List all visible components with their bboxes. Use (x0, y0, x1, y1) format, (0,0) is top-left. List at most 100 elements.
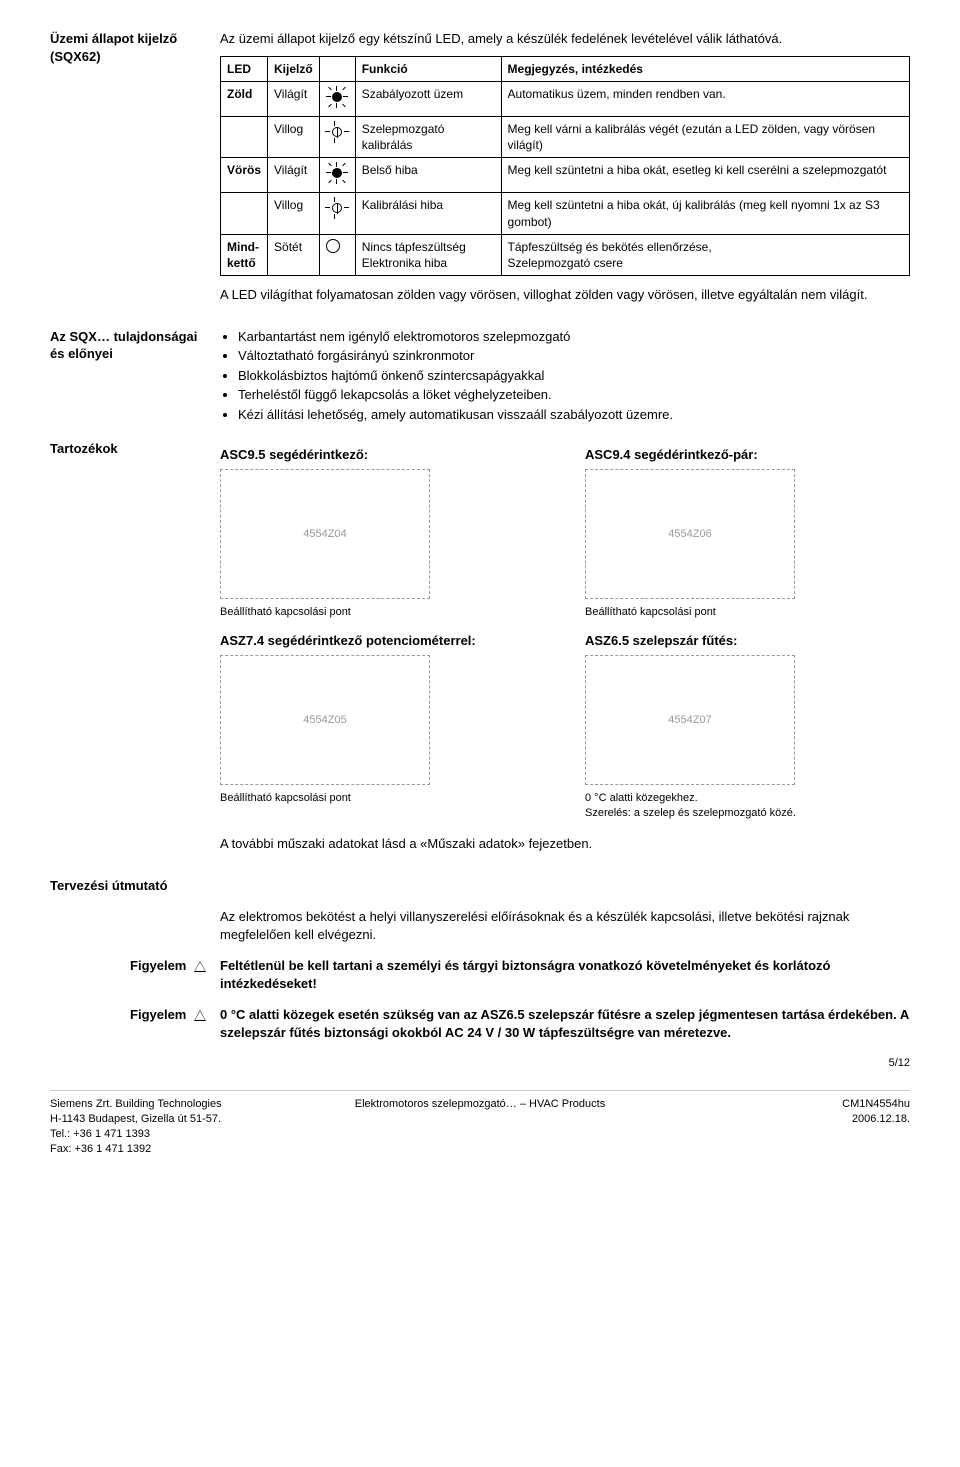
table-header-row: LED Kijelző Funkció Megjegyzés, intézked… (221, 56, 910, 81)
section-design-guide: Tervezési útmutató (50, 877, 910, 895)
cell-kijelzo: Világít (268, 158, 320, 193)
footer-right: CM1N4554hu 2006.12.18. (623, 1097, 910, 1156)
warn1-label-cell: Figyelem (50, 957, 220, 992)
acc-col-2: ASZ7.4 segédérintkező potenciométerrel: … (220, 632, 545, 821)
cell-led (221, 116, 268, 157)
led-off-icon (326, 239, 340, 253)
warn1-text: Feltétlenül be kell tartani a személyi é… (220, 957, 910, 992)
cell-funkcio: Kalibrálási hiba (355, 193, 501, 234)
section1-title1: Üzemi állapot kijelző (50, 31, 177, 46)
cell-led: Vörös (221, 158, 268, 193)
section4-label: Tervezési útmutató (50, 877, 220, 895)
acc-imglabel-1: 4554Z06 (668, 527, 711, 542)
cell-led: Zöld (221, 81, 268, 116)
acc-imglabel-3: 4554Z07 (668, 713, 711, 728)
section4-intro-row: Az elektromos bekötést a helyi villanysz… (50, 908, 910, 943)
warn1-label: Figyelem (130, 958, 186, 973)
section1-label: Üzemi állapot kijelző (SQX62) (50, 30, 220, 304)
cell-megjegyzes: Meg kell várni a kalibrálás végét (ezutá… (501, 116, 909, 157)
cell-megjegyzes: Tápfeszültség és bekötés ellenőrzése, Sz… (501, 234, 909, 275)
acc-imglabel-0: 4554Z04 (303, 527, 346, 542)
acc-caption-3: 0 °C alatti közegekhez. Szerelés: a szel… (585, 791, 910, 821)
cell-megjegyzes: Meg kell szüntetni a hiba okát, esetleg … (501, 158, 909, 193)
footer-left2: H-1143 Budapest, Gizella út 51-57. (50, 1112, 337, 1127)
footer-left3: Tel.: +36 1 471 1393 (50, 1127, 337, 1142)
cell-icon (319, 234, 355, 275)
section4-intro: Az elektromos bekötést a helyi villanysz… (220, 908, 910, 943)
acc-col-0: ASC9.5 segédérintkező: 4554Z04 Beállítha… (220, 446, 545, 620)
warning-row-1: Figyelem Feltétlenül be kell tartani a s… (50, 957, 910, 992)
warn2-label-cell: Figyelem (50, 1006, 220, 1041)
acc-image-3: 4554Z07 (585, 655, 795, 785)
page-number: 5/12 (50, 1056, 910, 1071)
cell-icon (319, 116, 355, 157)
footer-mid: Elektromotoros szelepmozgató… – HVAC Pro… (337, 1097, 624, 1156)
cell-funkcio: Belső hiba (355, 158, 501, 193)
cell-kijelzo: Villog (268, 116, 320, 157)
cell-kijelzo: Világít (268, 81, 320, 116)
cell-kijelzo: Villog (268, 193, 320, 234)
warn2-text: 0 °C alatti közegek esetén szükség van a… (220, 1006, 910, 1041)
list-item: Karbantartást nem igénylő elektromotoros… (238, 328, 910, 346)
section3-label: Tartozékok (50, 440, 220, 853)
acc-col-3: ASZ6.5 szelepszár fűtés: 4554Z07 0 °C al… (585, 632, 910, 821)
page-footer: Siemens Zrt. Building Technologies H-114… (50, 1090, 910, 1156)
led-solid-icon (326, 86, 348, 108)
acc-imglabel-2: 4554Z05 (303, 713, 346, 728)
cell-icon (319, 193, 355, 234)
footer-right1: CM1N4554hu (623, 1097, 910, 1112)
th-icon (319, 56, 355, 81)
properties-list: Karbantartást nem igénylő elektromotoros… (220, 328, 910, 424)
th-funkcio: Funkció (355, 56, 501, 81)
footer-left4: Fax: +36 1 471 1392 (50, 1142, 337, 1157)
led-flash-icon (326, 121, 348, 143)
cell-megjegyzes: Meg kell szüntetni a hiba okát, új kalib… (501, 193, 909, 234)
cell-funkcio: Szabályozott üzem (355, 81, 501, 116)
acc-image-2: 4554Z05 (220, 655, 430, 785)
cell-megjegyzes: Automatikus üzem, minden rendben van. (501, 81, 909, 116)
table-row: Villog Szelepmozgató kalibrálásMeg kell v… (221, 116, 910, 157)
footer-right2: 2006.12.18. (623, 1112, 910, 1127)
cell-led (221, 193, 268, 234)
acc-caption-1: Beállítható kapcsolási pont (585, 605, 910, 620)
cell-icon (319, 158, 355, 193)
footer-left: Siemens Zrt. Building Technologies H-114… (50, 1097, 337, 1156)
acc-col-1: ASC9.4 segédérintkező-pár: 4554Z06 Beáll… (585, 446, 910, 620)
warning-icon (194, 961, 206, 972)
section1-after: A LED világíthat folyamatosan zölden vag… (220, 286, 910, 304)
acc-caption-0: Beállítható kapcsolási pont (220, 605, 545, 620)
table-row: Mind-kettőSötétNincs tápfeszültség Elekt… (221, 234, 910, 275)
cell-led: Mind-kettő (221, 234, 268, 275)
section3-body: ASC9.5 segédérintkező: 4554Z04 Beállítha… (220, 440, 910, 853)
list-item: Terheléstől függő lekapcsolás a löket vé… (238, 386, 910, 404)
section2-label: Az SQX… tulajdonságai és előnyei (50, 328, 220, 426)
section-status-indicator: Üzemi állapot kijelző (SQX62) Az üzemi á… (50, 30, 910, 304)
section4-spacer (220, 877, 910, 895)
list-item: Kézi állítási lehetőség, amely automatik… (238, 406, 910, 424)
acc-title-2: ASZ7.4 segédérintkező potenciométerrel: (220, 632, 545, 650)
section1-title2: (SQX62) (50, 49, 101, 64)
led-table: LED Kijelző Funkció Megjegyzés, intézked… (220, 56, 910, 277)
acc-image-0: 4554Z04 (220, 469, 430, 599)
section1-intro: Az üzemi állapot kijelző egy kétszínű LE… (220, 30, 910, 48)
led-flash-icon (326, 197, 348, 219)
acc-caption-2: Beállítható kapcsolási pont (220, 791, 545, 806)
acc-title-1: ASC9.4 segédérintkező-pár: (585, 446, 910, 464)
table-row: ZöldVilágít Szabályozott üzemAutomatikus … (221, 81, 910, 116)
table-row: VörösVilágít Belső hibaMeg kell szüntetni… (221, 158, 910, 193)
footer-left1: Siemens Zrt. Building Technologies (50, 1097, 337, 1112)
cell-funkcio: Szelepmozgató kalibrálás (355, 116, 501, 157)
section3-after: A további műszaki adatokat lásd a «Műsza… (220, 835, 910, 853)
acc-image-1: 4554Z06 (585, 469, 795, 599)
acc-title-0: ASC9.5 segédérintkező: (220, 446, 545, 464)
warning-icon (194, 1010, 206, 1021)
list-item: Változtatható forgásirányú szinkronmotor (238, 347, 910, 365)
list-item: Blokkolásbiztos hajtómű önkenő szintercs… (238, 367, 910, 385)
th-led: LED (221, 56, 268, 81)
cell-icon (319, 81, 355, 116)
warn2-label: Figyelem (130, 1007, 186, 1022)
section-accessories: Tartozékok ASC9.5 segédérintkező: 4554Z0… (50, 440, 910, 853)
cell-kijelzo: Sötét (268, 234, 320, 275)
section-properties: Az SQX… tulajdonságai és előnyei Karbant… (50, 328, 910, 426)
warning-row-2: Figyelem 0 °C alatti közegek esetén szük… (50, 1006, 910, 1041)
